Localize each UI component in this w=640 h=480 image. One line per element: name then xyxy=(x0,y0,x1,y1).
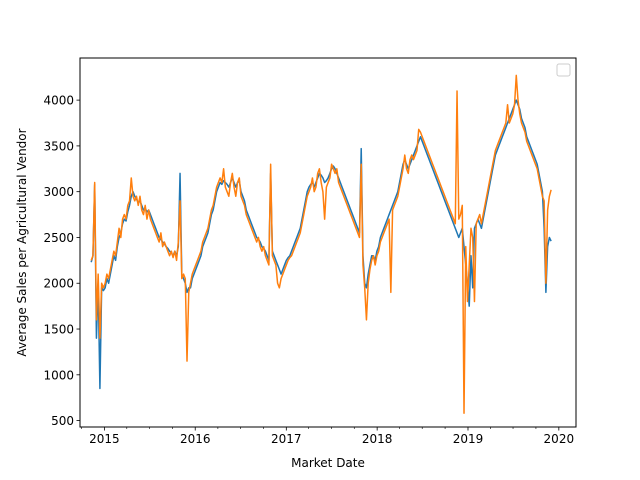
y-tick-label: 500 xyxy=(51,414,74,428)
y-axis: 500 1000 1500 2000 2500 3000 3500 4000 xyxy=(43,94,80,428)
x-tick-label: 2019 xyxy=(453,432,484,446)
x-tick-label: 2017 xyxy=(271,432,302,446)
x-tick-label: 2015 xyxy=(89,432,120,446)
y-tick-label: 2500 xyxy=(43,231,74,245)
y-tick-label: 2000 xyxy=(43,277,74,291)
series-line-1 xyxy=(90,99,552,390)
y-tick-label: 4000 xyxy=(43,94,74,108)
plot-frame xyxy=(79,57,577,428)
x-axis-label: Market Date xyxy=(291,456,365,470)
legend-box xyxy=(556,63,571,77)
x-axis: 2015 2016 2017 2018 2019 2020 xyxy=(81,427,574,446)
y-tick-label: 1000 xyxy=(43,368,74,382)
y-tick-label: 1500 xyxy=(43,323,74,337)
y-tick-label: 3500 xyxy=(43,139,74,153)
x-tick-label: 2016 xyxy=(180,432,211,446)
x-tick-label: 2018 xyxy=(362,432,393,446)
x-tick-label: 2020 xyxy=(544,432,575,446)
y-tick-label: 3000 xyxy=(43,185,74,199)
plot-lines xyxy=(90,74,552,415)
series-line-2 xyxy=(90,74,552,415)
y-axis-label: Average Sales per Agricultural Vendor xyxy=(15,128,29,356)
